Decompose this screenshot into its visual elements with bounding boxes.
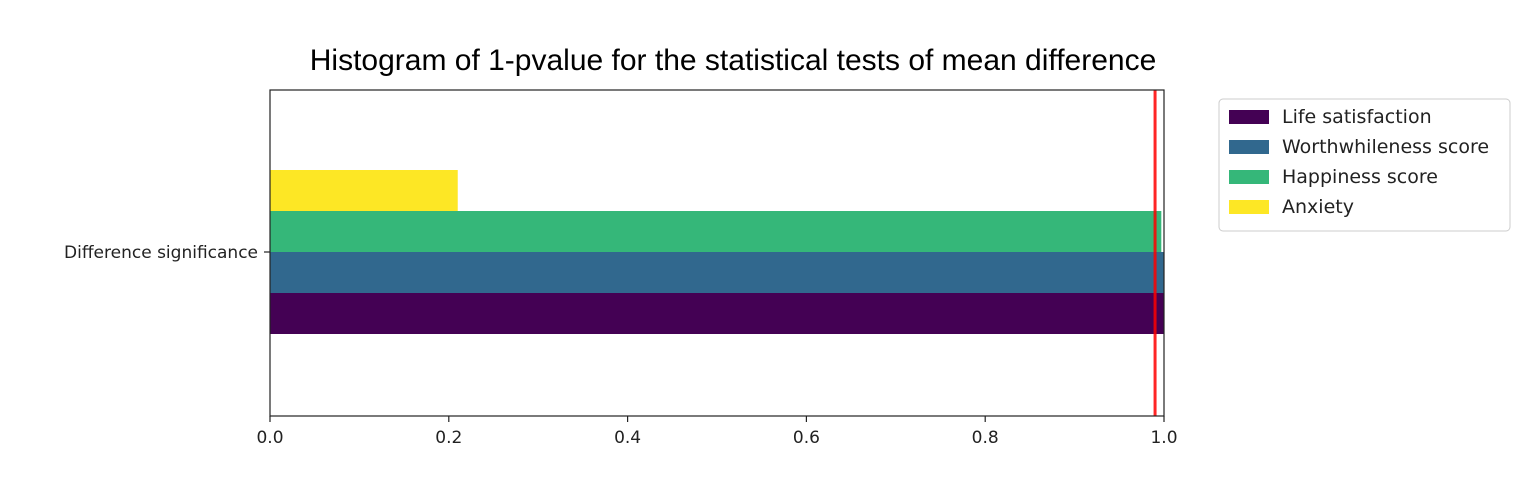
bar-anxiety xyxy=(270,170,458,211)
legend: Life satisfaction Worthwhileness score Hap… xyxy=(1218,98,1511,232)
legend-label-happiness-score: Happiness score xyxy=(1282,166,1438,188)
legend-swatch-happiness-score xyxy=(1229,170,1269,184)
legend-swatch-worthwhileness-score xyxy=(1229,140,1269,154)
bar-happiness-score xyxy=(270,211,1162,252)
legend-label-life-satisfaction: Life satisfaction xyxy=(1282,106,1432,128)
legend-swatch-life-satisfaction xyxy=(1229,110,1269,124)
x-tick-label: 0.4 xyxy=(614,428,641,448)
x-tick-label: 0.0 xyxy=(256,428,283,448)
y-tick-label: Difference significance xyxy=(64,243,258,263)
legend-label-worthwhileness-score: Worthwhileness score xyxy=(1282,136,1489,158)
legend-label-anxiety: Anxiety xyxy=(1282,196,1354,218)
x-tick-label: 1.0 xyxy=(1150,428,1177,448)
chart-title: Histogram of 1-pvalue for the statistica… xyxy=(310,44,1157,77)
bar-worthwhileness-score xyxy=(270,252,1164,293)
x-tick-label: 0.2 xyxy=(435,428,462,448)
bars-layer xyxy=(270,170,1164,334)
legend-swatch-anxiety xyxy=(1229,200,1269,214)
x-tick-label: 0.8 xyxy=(972,428,999,448)
axes-layer: 0.0 0.2 0.4 0.6 0.8 1.0 Difference significanc… xyxy=(64,89,1178,448)
x-tick-label: 0.6 xyxy=(793,428,820,448)
bar-life-satisfaction xyxy=(270,293,1164,334)
plot-frame xyxy=(269,89,1165,417)
legend-box xyxy=(1218,98,1511,232)
